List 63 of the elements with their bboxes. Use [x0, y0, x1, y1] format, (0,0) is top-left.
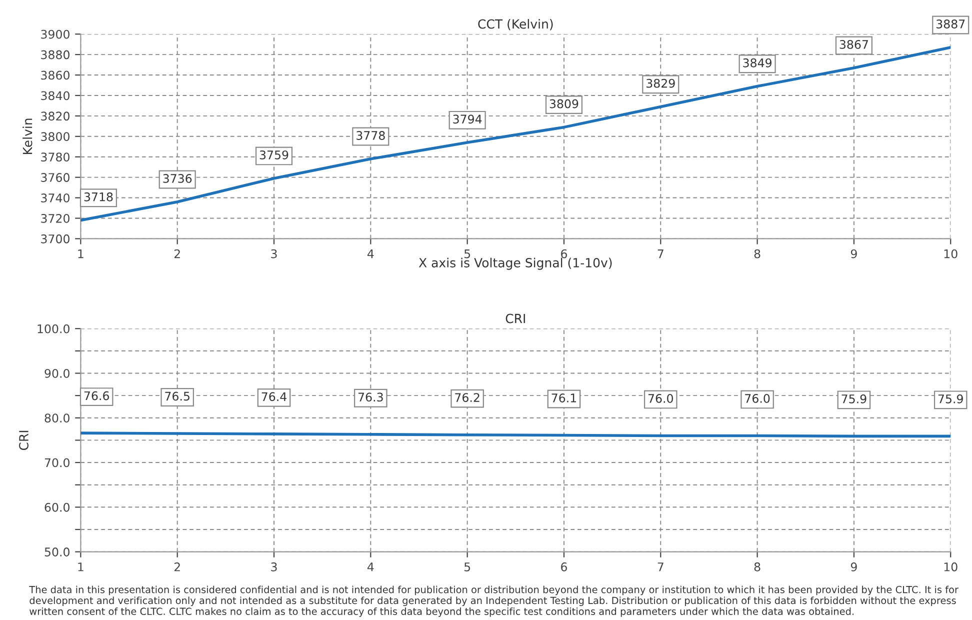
data-label: 76.6 [84, 391, 109, 400]
y-tick-label: 50.0 [44, 548, 70, 556]
y-tick-label: 90.0 [44, 368, 70, 378]
data-label: 76.1 [552, 394, 576, 402]
x-tick-label: 3 [271, 562, 277, 572]
data-label: 3867 [840, 40, 868, 49]
data-label: 3849 [743, 58, 772, 68]
y-tick-label: 70.0 [44, 458, 70, 468]
data-label: 3794 [453, 114, 482, 124]
data-label: 75.9 [842, 394, 866, 404]
chart-title: CCT (Kelvin) [478, 19, 553, 30]
text: The data in this presentation is considered confidential and is not intended for publication or distribution beyond the company or institution to which it has been provided by the CLTC. It is for development and verification only and not intended as a substitute for data generated by an Independent Testing Lab. Distribution or publication of this data is forbidden without the express written consent of the CLTC. CLTC makes no claim as to the accuracy of this data beyond the specific test conditions and parameters under which the data was obtained. [29, 586, 958, 617]
x-tick-label: 2 [174, 249, 180, 258]
x-tick-label: 4 [367, 249, 374, 258]
y-tick-label: 3900 [41, 30, 70, 39]
y-tick-label: 80.0 [44, 414, 70, 423]
x-tick-label: 10 [944, 562, 958, 572]
x-tick-label: 3 [271, 249, 277, 258]
data-label: 3887 [936, 20, 965, 28]
y-axis-title: CRI [19, 430, 28, 450]
data-label: 76.3 [358, 392, 383, 402]
data-label: 3809 [550, 99, 578, 108]
data-label: 76.0 [745, 394, 770, 403]
y-tick-label: 100.0 [38, 324, 70, 334]
x-axis-title: X axis is Voltage Signal (1-10v) [418, 258, 612, 270]
data-label: 76.2 [455, 393, 480, 402]
x-tick-label: 9 [850, 562, 857, 572]
data-label: 75.9 [938, 394, 963, 404]
data-label: 3759 [260, 150, 288, 160]
x-tick-label: 4 [367, 562, 374, 572]
y-tick-label: 3840 [41, 91, 70, 100]
x-tick-label: 6 [561, 249, 567, 258]
x-tick-label: 2 [174, 562, 180, 572]
data-label: 3829 [646, 78, 675, 88]
x-tick-label: 5 [464, 562, 470, 572]
data-label: 3718 [84, 192, 113, 202]
y-tick-label: 3820 [41, 112, 70, 121]
y-tick-label: 3880 [41, 50, 70, 60]
data-label: 76.5 [165, 392, 190, 401]
data-label: 76.0 [648, 394, 673, 403]
x-tick-label: 1 [78, 249, 84, 258]
y-tick-label: 3800 [41, 132, 70, 142]
y-tick-label: 3760 [41, 173, 70, 182]
x-tick-label: 6 [561, 562, 567, 572]
x-tick-label: 8 [754, 562, 760, 572]
x-tick-label: 8 [754, 249, 760, 258]
data-label: 3778 [356, 131, 385, 140]
y-tick-label: 60.0 [44, 502, 70, 512]
y-tick-label: 3780 [41, 152, 70, 162]
x-tick-label: 10 [944, 249, 958, 258]
y-tick-label: 3700 [41, 234, 70, 244]
x-tick-label: 5 [464, 249, 470, 258]
data-label: 3736 [163, 174, 192, 183]
chart-title: CRI [506, 314, 525, 324]
y-axis-title: Kelvin [22, 118, 32, 154]
y-tick-label: 3720 [41, 214, 70, 223]
x-tick-label: 1 [78, 562, 84, 572]
data-label: 76.4 [262, 392, 286, 402]
y-tick-label: 3740 [41, 194, 70, 202]
x-tick-label: 7 [658, 249, 664, 258]
y-tick-label: 3860 [41, 70, 70, 80]
x-tick-label: 7 [658, 562, 664, 572]
x-tick-label: 9 [850, 249, 857, 258]
